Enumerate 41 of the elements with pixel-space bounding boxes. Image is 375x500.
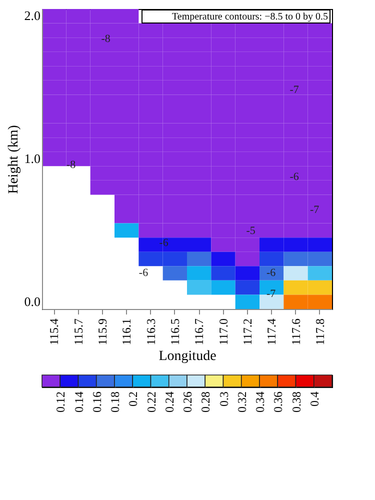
color-bar-label: 0.38 xyxy=(289,392,304,412)
annotation: Temperature contours: −8.5 to 0 by 0.5 xyxy=(172,12,328,22)
annotation: -6 xyxy=(290,171,300,183)
x-tick-label: 115.4 xyxy=(47,318,62,346)
annotation: -7 xyxy=(290,84,300,96)
x-axis-title: Longitude xyxy=(158,349,216,364)
color-bar-label: 0.36 xyxy=(271,392,286,412)
x-tick-label: 117.0 xyxy=(216,318,230,346)
color-bar-label: 0.16 xyxy=(90,392,104,412)
color-bar-label: 0.2 xyxy=(126,392,140,406)
color-bar-label: 0.22 xyxy=(144,392,158,412)
y-tick-label: 1.0 xyxy=(24,151,40,166)
annotation: -7 xyxy=(310,204,320,216)
annotation: -6 xyxy=(138,267,149,279)
x-tick-label: 117.8 xyxy=(312,318,327,346)
color-bar-label: 0.32 xyxy=(234,392,249,412)
x-tick-label: 116.7 xyxy=(192,318,206,346)
color-bar-label: 0.24 xyxy=(162,392,176,412)
color-bar-label: 0.34 xyxy=(253,392,267,412)
color-bar-label: 0.14 xyxy=(72,392,86,412)
annotation: -5 xyxy=(246,225,256,237)
x-tick-label: 116.5 xyxy=(168,318,182,346)
color-bar-label: 0.3 xyxy=(216,392,231,406)
annotation: -6 xyxy=(159,237,169,249)
annotation: -8 xyxy=(101,33,111,45)
color-bar-label: 0.28 xyxy=(198,392,213,412)
y-axis-title: Height (km) xyxy=(6,124,22,194)
color-bar-label: 0.18 xyxy=(108,392,122,412)
color-bar-label: 0.4 xyxy=(307,392,322,406)
x-tick-label: 115.9 xyxy=(95,318,110,346)
y-tick-label: 0.0 xyxy=(24,294,40,309)
x-tick-label: 116.1 xyxy=(120,318,134,346)
color-bar-label: 0.26 xyxy=(180,392,194,412)
x-tick-label: 116.3 xyxy=(144,318,158,346)
color-bar-label: 0.12 xyxy=(54,392,68,412)
annotation: -6 xyxy=(266,267,276,279)
x-tick-label: 117.2 xyxy=(240,318,254,346)
y-tick-label: 2.0 xyxy=(24,8,40,24)
x-tick-label: 115.7 xyxy=(71,318,86,346)
x-tick-label: 117.4 xyxy=(264,318,279,346)
x-tick-label: 117.6 xyxy=(288,318,303,346)
